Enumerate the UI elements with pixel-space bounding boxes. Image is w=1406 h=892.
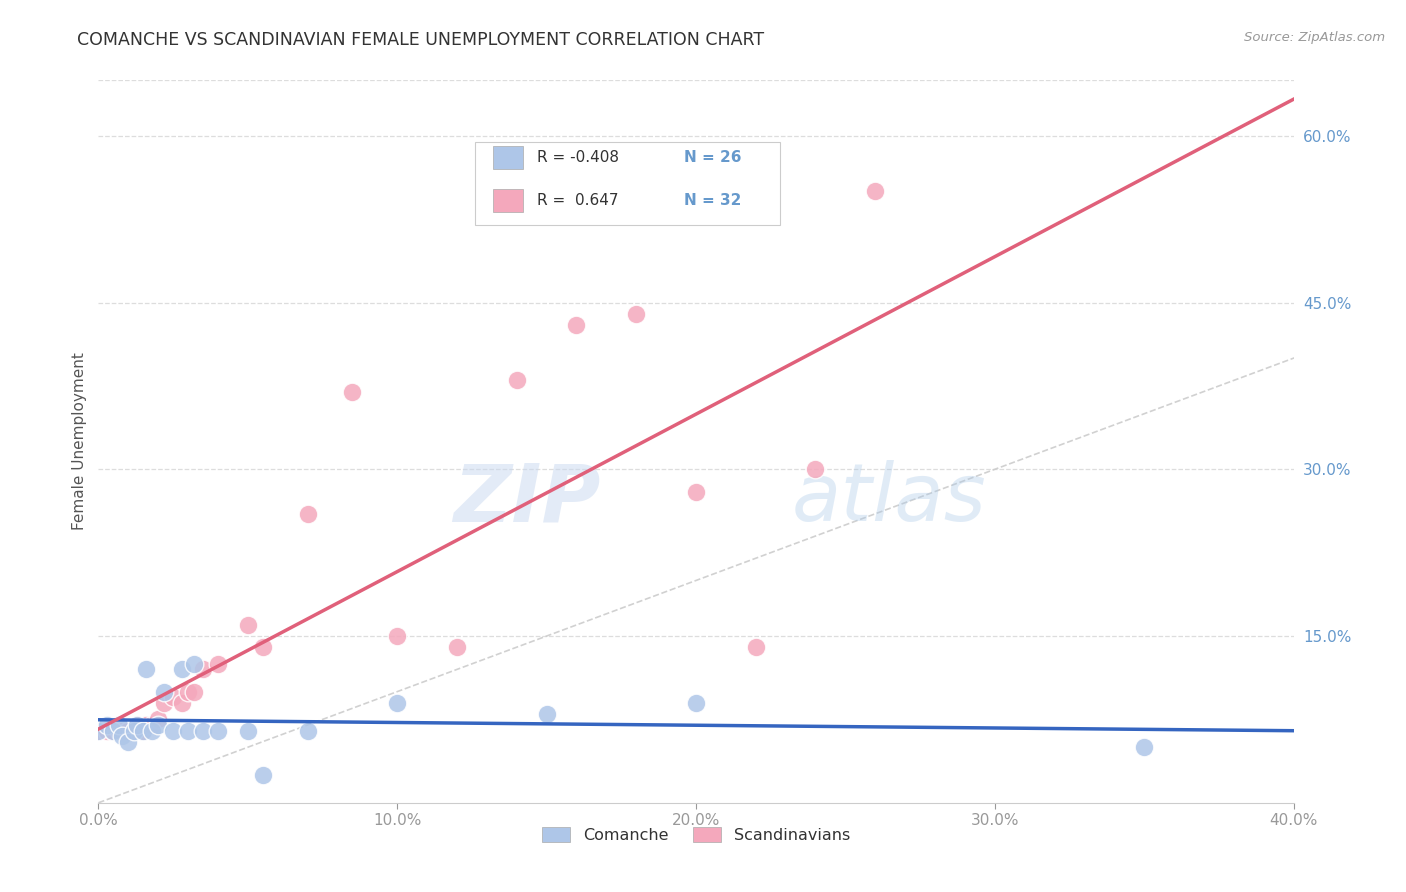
Point [148, 718, 170, 732]
Point [172, 662, 194, 676]
Point [183, 657, 205, 671]
Point [103, 723, 125, 738]
Point [132, 723, 155, 738]
Point [446, 640, 468, 655]
Text: R = -0.408: R = -0.408 [537, 150, 619, 165]
Point [141, 723, 163, 738]
Point [124, 723, 146, 738]
Point [626, 307, 648, 321]
Text: ZIP: ZIP [453, 460, 600, 539]
Point [297, 723, 319, 738]
Point [685, 484, 707, 499]
Point [148, 713, 170, 727]
Point [536, 706, 558, 721]
Point [685, 696, 707, 710]
Point [124, 723, 146, 738]
Point [153, 684, 176, 698]
Point [96, 718, 118, 732]
Point [108, 718, 131, 732]
Point [103, 723, 125, 738]
FancyBboxPatch shape [475, 142, 780, 225]
Point [111, 723, 134, 738]
Text: atlas: atlas [792, 460, 987, 539]
Point [111, 729, 134, 743]
Point [141, 718, 163, 732]
Point [745, 640, 768, 655]
Point [183, 684, 205, 698]
Point [207, 657, 229, 671]
Point [385, 629, 409, 643]
Text: Source: ZipAtlas.com: Source: ZipAtlas.com [1244, 31, 1385, 45]
Point [177, 723, 200, 738]
Point [127, 718, 149, 732]
Point [191, 662, 214, 676]
Point [236, 723, 259, 738]
Point [132, 723, 155, 738]
Point [172, 696, 194, 710]
FancyBboxPatch shape [494, 146, 523, 169]
Point [252, 640, 274, 655]
Point [385, 696, 409, 710]
Point [117, 723, 139, 738]
Point [117, 734, 139, 748]
Point [87, 723, 110, 738]
Point [153, 696, 176, 710]
Text: N = 26: N = 26 [685, 150, 741, 165]
Point [191, 723, 214, 738]
Point [342, 384, 364, 399]
Point [297, 507, 319, 521]
Point [127, 718, 149, 732]
Point [804, 462, 827, 476]
Legend: Comanche, Scandinavians: Comanche, Scandinavians [536, 820, 856, 849]
Y-axis label: Female Unemployment: Female Unemployment [72, 352, 87, 531]
Point [162, 723, 184, 738]
Point [252, 768, 274, 782]
Text: R =  0.647: R = 0.647 [537, 193, 619, 208]
Text: COMANCHE VS SCANDINAVIAN FEMALE UNEMPLOYMENT CORRELATION CHART: COMANCHE VS SCANDINAVIAN FEMALE UNEMPLOY… [77, 31, 765, 49]
FancyBboxPatch shape [494, 188, 523, 211]
Point [177, 684, 200, 698]
Point [108, 723, 131, 738]
Point [96, 723, 118, 738]
Point [565, 318, 588, 332]
Point [1133, 740, 1156, 755]
Point [135, 662, 157, 676]
Text: N = 32: N = 32 [685, 193, 741, 208]
Point [87, 723, 110, 738]
Point [506, 373, 529, 387]
Point [135, 718, 157, 732]
Point [162, 690, 184, 705]
Point [207, 723, 229, 738]
Point [865, 185, 887, 199]
Point [236, 618, 259, 632]
